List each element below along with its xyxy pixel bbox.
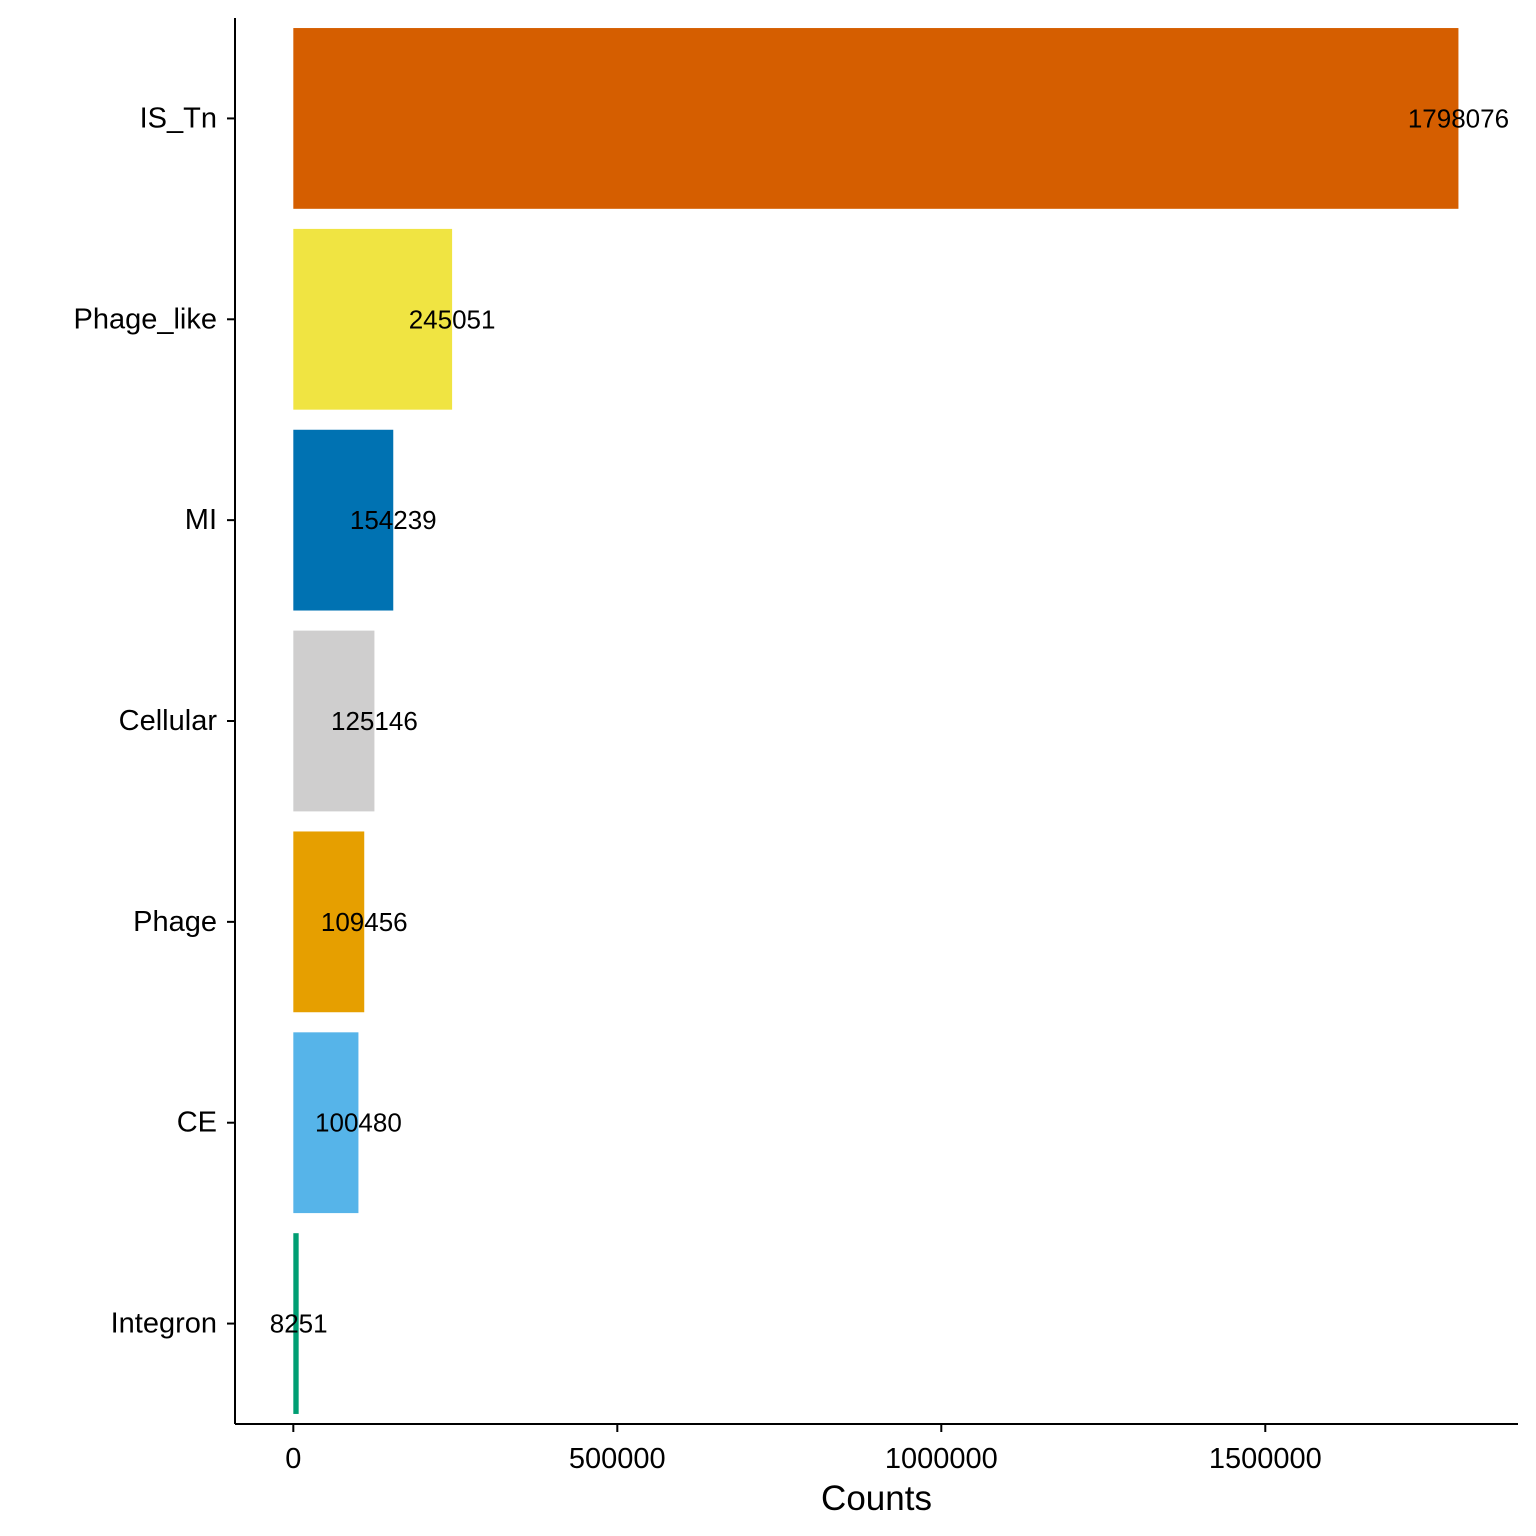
data-label: 109456 (321, 907, 408, 937)
y-tick-label: Phage_like (74, 303, 218, 335)
data-label: 8251 (270, 1309, 328, 1339)
y-tick-label: MI (185, 504, 217, 536)
y-axis: IS_Tn Phage_like MI Cellular Phage CE Integron (74, 18, 236, 1424)
bar-integron (293, 1233, 299, 1414)
bar-mi (293, 429, 394, 611)
y-tick-label: IS_Tn (140, 102, 217, 134)
data-label: 1798076 (1408, 103, 1509, 133)
x-tick-label: 0 (285, 1443, 301, 1475)
data-labels-group: 1798076 245051 154239 125146 109456 100480 825… (270, 103, 1509, 1338)
data-label: 245051 (409, 304, 496, 334)
bar-cellular (293, 630, 375, 812)
bars-group (293, 28, 1459, 1414)
bar-is-tn (293, 28, 1459, 209)
x-axis-title: Counts (821, 1479, 932, 1518)
x-tick-label: 500000 (569, 1443, 666, 1475)
x-tick-label: 1500000 (1209, 1443, 1322, 1475)
data-label: 100480 (315, 1108, 402, 1138)
data-label: 125146 (331, 706, 418, 736)
y-tick-label: CE (177, 1107, 217, 1139)
bar-phage-like (293, 228, 453, 410)
y-tick-label: Phage (133, 906, 217, 938)
data-label: 154239 (350, 505, 437, 535)
x-axis: 0 500000 1000000 1500000 (235, 1423, 1518, 1475)
y-tick-label: Integron (111, 1308, 217, 1340)
bar-ce (293, 1032, 359, 1214)
y-tick-label: Cellular (119, 705, 218, 737)
x-tick-label: 1000000 (885, 1443, 998, 1475)
bar-phage (293, 831, 365, 1013)
